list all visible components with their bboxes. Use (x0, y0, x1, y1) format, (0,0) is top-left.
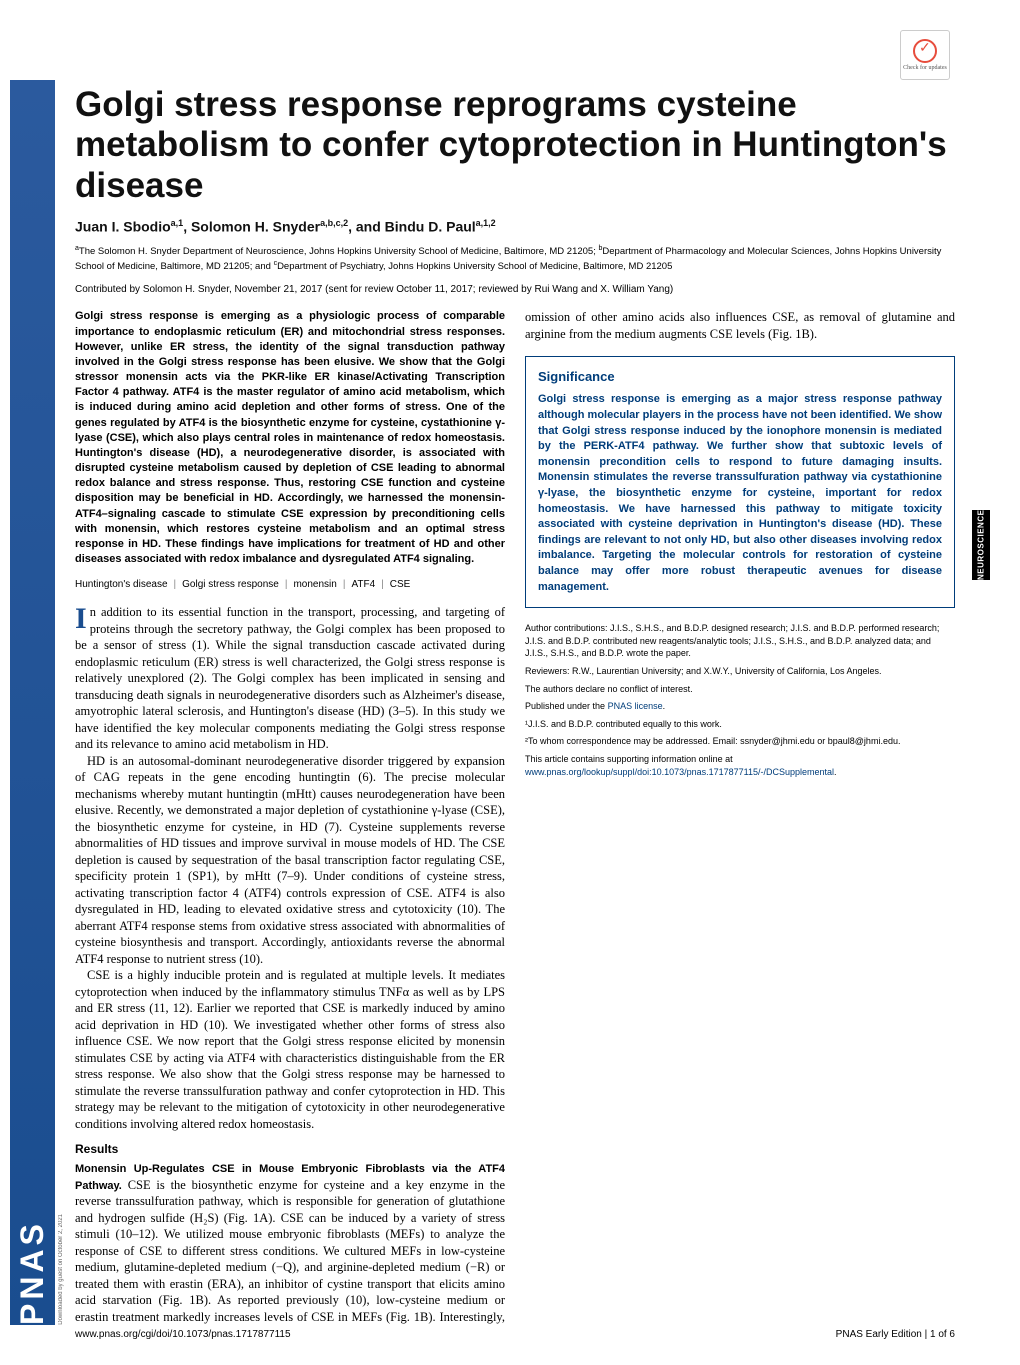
supporting-prefix: This article contains supporting informa… (525, 754, 733, 764)
equal-contribution: ¹J.I.S. and B.D.P. contributed equally t… (525, 718, 955, 731)
reviewers: Reviewers: R.W., Laurentian University; … (525, 665, 955, 678)
check-for-updates-badge[interactable]: Check for updates (900, 30, 950, 80)
contributed-line: Contributed by Solomon H. Snyder, Novemb… (75, 284, 955, 295)
check-icon (913, 39, 937, 63)
body-p1: n addition to its essential function in … (75, 605, 505, 751)
license-link[interactable]: PNAS license (608, 701, 663, 711)
keyword: monensin (293, 579, 336, 590)
body-p2: HD is an autosomal-dominant neurodegener… (75, 753, 505, 968)
body-p3: CSE is a highly inducible protein and is… (75, 967, 505, 1132)
keyword: CSE (390, 579, 411, 590)
category-badge: NEUROSCIENCE (972, 510, 990, 580)
page-footer: www.pnas.org/cgi/doi/10.1073/pnas.171787… (75, 1329, 955, 1340)
significance-title: Significance (538, 369, 942, 384)
footnotes: Author contributions: J.I.S., S.H.S., an… (525, 622, 955, 778)
article-title: Golgi stress response reprograms cystein… (75, 85, 955, 206)
significance-box: Significance Golgi stress response is em… (525, 356, 955, 608)
supporting-link[interactable]: www.pnas.org/lookup/suppl/doi:10.1073/pn… (525, 767, 834, 777)
license-prefix: Published under the (525, 701, 608, 711)
dropcap: I (75, 606, 87, 632)
correspondence: ²To whom correspondence may be addressed… (525, 735, 955, 748)
check-updates-label: Check for updates (903, 65, 947, 71)
results-heading: Results (75, 1142, 505, 1158)
author-contributions: Author contributions: J.I.S., S.H.S., an… (525, 622, 955, 660)
download-note: Downloaded by guest on October 2, 2021 (58, 1214, 64, 1325)
affiliations: aThe Solomon H. Snyder Department of Neu… (75, 244, 955, 274)
keyword: ATF4 (351, 579, 375, 590)
keyword: Huntington's disease (75, 579, 168, 590)
significance-text: Golgi stress response is emerging as a m… (538, 392, 942, 595)
pnas-brand-sidebar: PNAS (10, 80, 55, 1325)
keyword: Golgi stress response (182, 579, 279, 590)
page-info: PNAS Early Edition | 1 of 6 (836, 1329, 955, 1340)
keywords: Huntington's disease|Golgi stress respon… (75, 579, 505, 590)
abstract: Golgi stress response is emerging as a p… (75, 309, 505, 567)
authors-list: Juan I. Sbodioa,1, Solomon H. Snydera,b,… (75, 218, 955, 235)
doi-link[interactable]: www.pnas.org/cgi/doi/10.1073/pnas.171787… (75, 1329, 291, 1340)
conflict-statement: The authors declare no conflict of inter… (525, 683, 955, 696)
